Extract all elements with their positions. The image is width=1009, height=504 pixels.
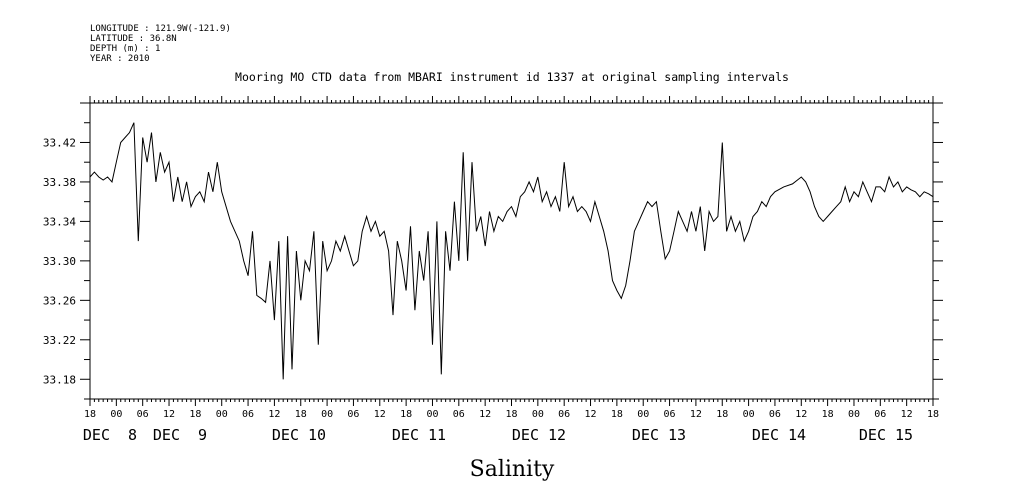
y-tick-label: 33.34: [43, 215, 76, 228]
x-hour-label: 00: [532, 409, 544, 420]
x-hour-label: 00: [848, 409, 860, 420]
y-tick-label: 33.38: [43, 176, 76, 189]
y-tick-label: 33.18: [43, 373, 76, 386]
x-hour-label: 00: [321, 409, 333, 420]
x-hour-label: 18: [822, 409, 834, 420]
x-day-label: DEC 11: [392, 426, 446, 444]
x-hour-label: 12: [690, 409, 702, 420]
x-hour-label: 06: [137, 409, 149, 420]
x-hour-label: 06: [874, 409, 886, 420]
longitude-label: LONGITUDE : 121.9W(-121.9): [90, 24, 231, 34]
x-hour-label: 18: [927, 409, 939, 420]
x-hour-labels: 18 00 06 12 18 00 06 12 18 00 06 12 18 00 06 12 18 00 06 12…: [84, 409, 939, 420]
x-hour-label: 06: [664, 409, 676, 420]
y-tick-labels: 33.18 33.22 33.26 33.30 33.34 33.38 33.42: [43, 136, 76, 386]
x-day-label: DEC 9: [153, 426, 207, 444]
x-hour-label: 06: [558, 409, 570, 420]
x-hour-label: 12: [901, 409, 913, 420]
year-label: YEAR : 2010: [90, 54, 150, 64]
x-hour-label: 00: [743, 409, 755, 420]
y-tick-label: 33.22: [43, 334, 76, 347]
x-hour-label: 18: [84, 409, 96, 420]
axis-ticks: [80, 96, 943, 406]
x-hour-label: 12: [163, 409, 175, 420]
x-hour-label: 06: [769, 409, 781, 420]
x-hour-label: 06: [347, 409, 359, 420]
x-hour-label: 12: [374, 409, 386, 420]
x-hour-label: 12: [795, 409, 807, 420]
x-hour-label: 18: [189, 409, 201, 420]
x-hour-label: 00: [637, 409, 649, 420]
x-day-label: DEC 15: [859, 426, 913, 444]
x-hour-label: 18: [295, 409, 307, 420]
x-day-label: DEC 12: [512, 426, 566, 444]
x-hour-label: 18: [505, 409, 517, 420]
plot-frame: [89, 102, 934, 400]
x-day-label: DEC 14: [752, 426, 806, 444]
x-hour-label: 12: [585, 409, 597, 420]
x-hour-label: 18: [400, 409, 412, 420]
x-day-label: DEC 8: [83, 426, 137, 444]
metadata-block: LONGITUDE : 121.9W(-121.9) LATITUDE : 36…: [90, 24, 231, 64]
y-tick-label: 33.42: [43, 136, 76, 149]
depth-label: DEPTH (m) : 1: [90, 44, 160, 54]
chart-title: Mooring MO CTD data from MBARI instrumen…: [235, 70, 789, 84]
salinity-series-line: [89, 122, 934, 380]
latitude-label: LATITUDE : 36.8N: [90, 34, 177, 44]
x-hour-label: 00: [426, 409, 438, 420]
x-hour-label: 00: [216, 409, 228, 420]
x-day-label: DEC 13: [632, 426, 686, 444]
x-axis-label: Salinity: [470, 457, 555, 482]
x-hour-label: 00: [110, 409, 122, 420]
x-hour-label: 18: [611, 409, 623, 420]
x-hour-label: 12: [268, 409, 280, 420]
y-tick-label: 33.30: [43, 255, 76, 268]
x-hour-label: 06: [453, 409, 465, 420]
x-hour-label: 18: [716, 409, 728, 420]
x-hour-label: 12: [479, 409, 491, 420]
x-hour-label: 06: [242, 409, 254, 420]
x-day-label: DEC 10: [272, 426, 326, 444]
x-day-labels: DEC 8 DEC 9 DEC 10 DEC 11 DEC 12 DEC 13 DEC 14…: [83, 426, 913, 444]
y-tick-label: 33.26: [43, 294, 76, 307]
